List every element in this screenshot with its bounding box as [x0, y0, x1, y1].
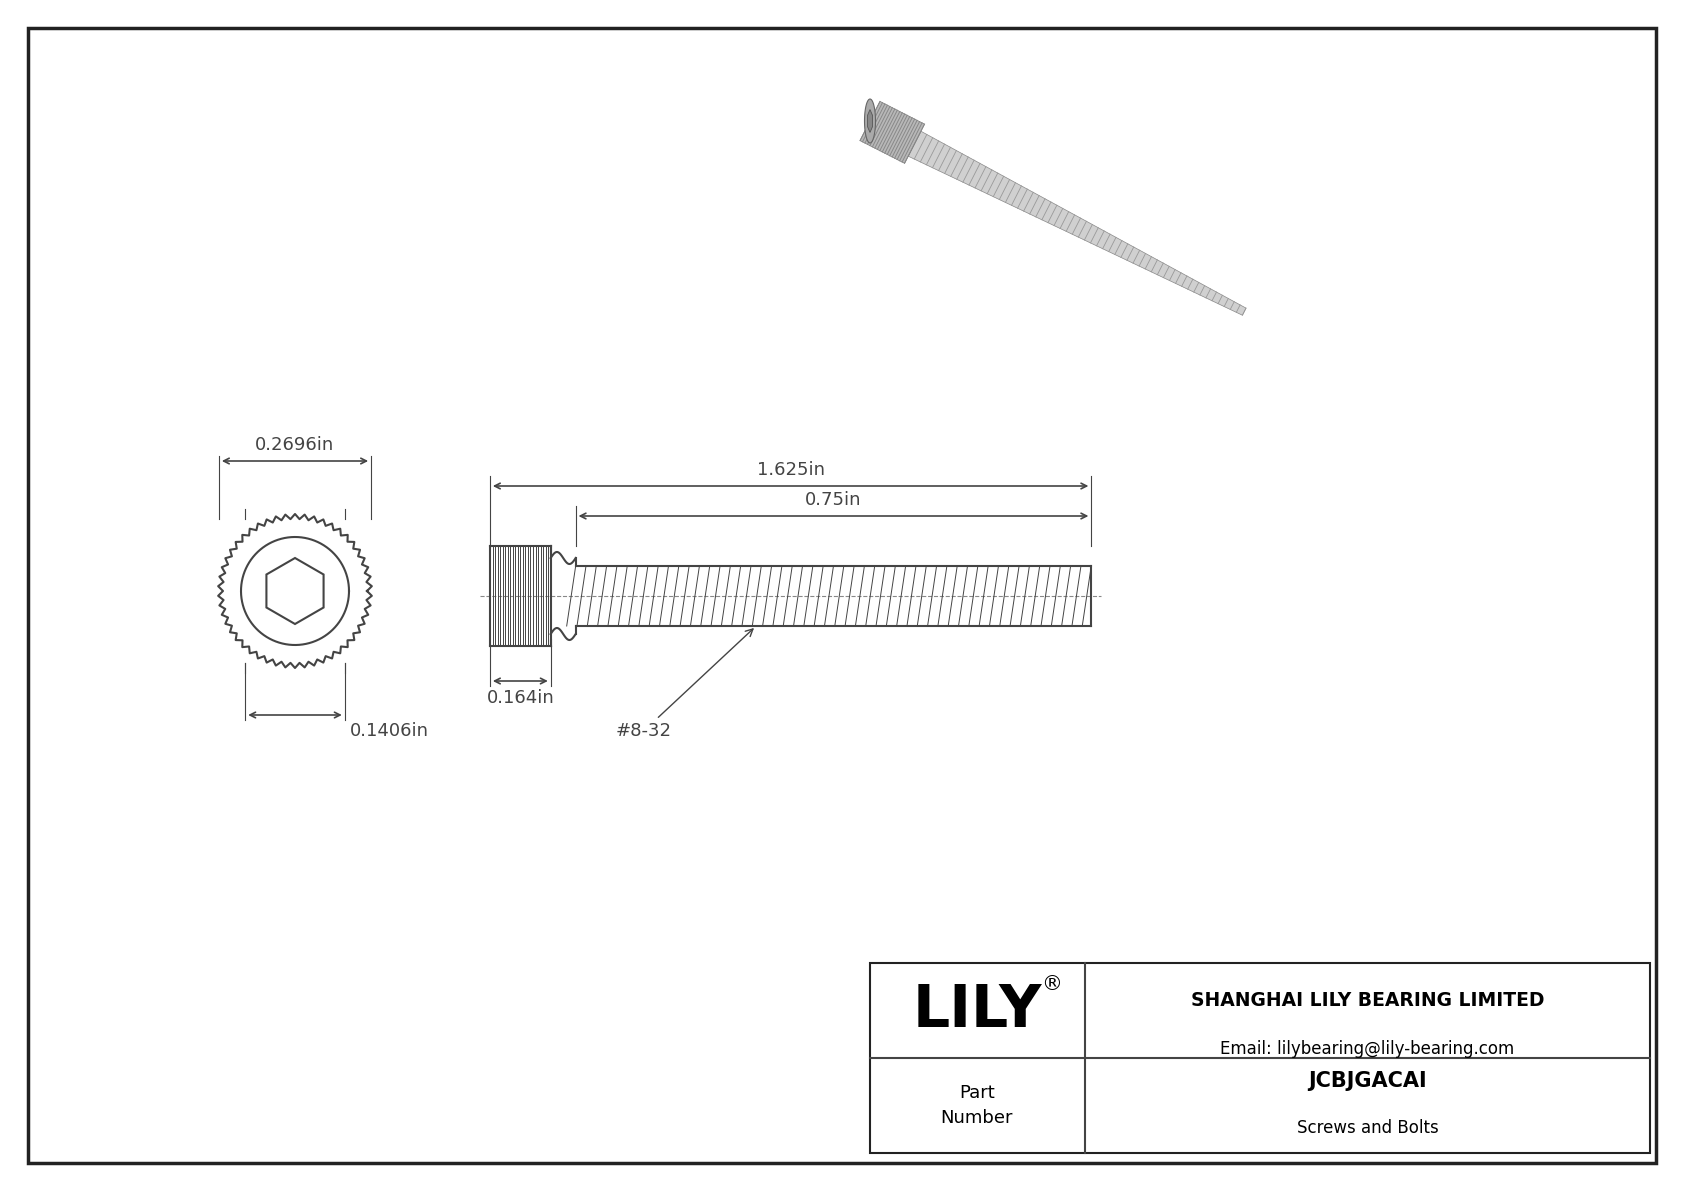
Text: Email: lilybearing@lily-bearing.com: Email: lilybearing@lily-bearing.com — [1221, 1040, 1514, 1058]
Polygon shape — [864, 99, 876, 143]
Polygon shape — [861, 101, 925, 163]
Text: 0.164in: 0.164in — [487, 690, 554, 707]
Bar — [871, 964, 1650, 1153]
Text: JCBJGACAI: JCBJGACAI — [1308, 1071, 1426, 1091]
Polygon shape — [867, 110, 872, 132]
Text: Screws and Bolts: Screws and Bolts — [1297, 1120, 1438, 1137]
Text: 1.625in: 1.625in — [756, 461, 825, 479]
Text: LILY: LILY — [913, 983, 1042, 1039]
Text: Part
Number: Part Number — [941, 1084, 1014, 1127]
Text: 0.2696in: 0.2696in — [256, 436, 335, 454]
Text: 0.1406in: 0.1406in — [350, 722, 429, 740]
Text: #8-32: #8-32 — [616, 629, 753, 740]
Text: ®: ® — [1042, 974, 1063, 994]
Text: SHANGHAI LILY BEARING LIMITED: SHANGHAI LILY BEARING LIMITED — [1191, 991, 1544, 1010]
Polygon shape — [908, 131, 1246, 316]
Text: 0.75in: 0.75in — [805, 491, 862, 509]
